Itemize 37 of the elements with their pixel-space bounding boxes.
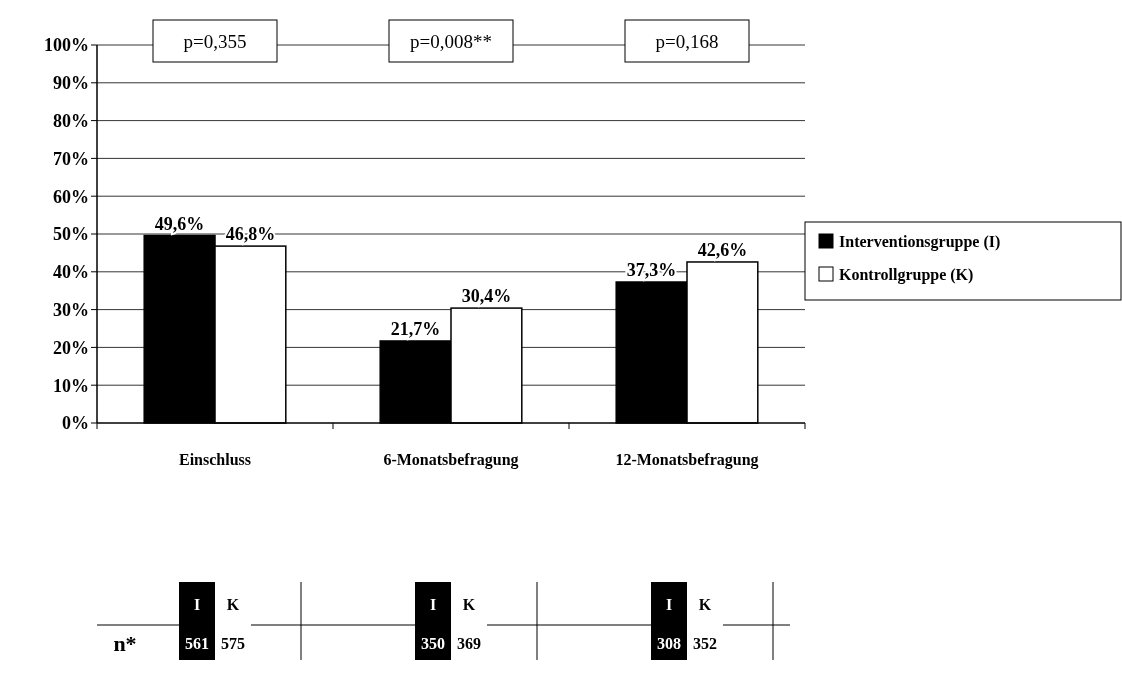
text: 575: [221, 634, 245, 652]
data-label: 42,6%: [697, 239, 748, 260]
y-tick-label: 10%: [53, 375, 89, 396]
annotation: p=0,355: [183, 30, 247, 52]
y-tick-label: 40%: [53, 262, 89, 283]
y-tick-label: 70%: [53, 148, 89, 169]
x-tick-label: Einschluss: [178, 451, 252, 468]
annotation: p=0,008**: [410, 30, 492, 52]
annotation: p=0,168: [655, 30, 719, 52]
data-label: 49,6%: [154, 213, 205, 234]
text: 369: [457, 634, 481, 652]
legend-label: Interventionsgruppe (I): [839, 232, 1001, 251]
y-tick-label: 90%: [53, 73, 89, 94]
text: 350: [421, 634, 445, 652]
text: I: [193, 595, 201, 613]
text: n*: [113, 630, 137, 656]
y-tick-label: 100%: [44, 35, 89, 56]
text: I: [429, 595, 437, 613]
y-tick-label: 50%: [53, 224, 89, 245]
text: 308: [657, 634, 681, 652]
text: K: [226, 595, 240, 613]
data-label: 21,7%: [390, 318, 441, 339]
y-tick-label: 20%: [53, 337, 89, 358]
text: 561: [185, 634, 209, 652]
text: K: [462, 595, 476, 613]
y-tick-label: 60%: [53, 186, 89, 207]
x-tick-label: 6-Monatsbefragung: [383, 451, 519, 469]
text: 352: [693, 634, 717, 652]
data-label: 46,8%: [225, 224, 276, 245]
y-tick-label: 80%: [53, 110, 89, 131]
y-tick-label: 30%: [53, 299, 89, 320]
text: K: [698, 595, 712, 613]
text: I: [665, 595, 673, 613]
legend-label: Kontrollgruppe (K): [839, 265, 974, 284]
x-tick-label: 12-Monatsbefragung: [615, 451, 759, 469]
data-label: 30,4%: [461, 286, 512, 307]
y-tick-label: 0%: [62, 413, 89, 434]
